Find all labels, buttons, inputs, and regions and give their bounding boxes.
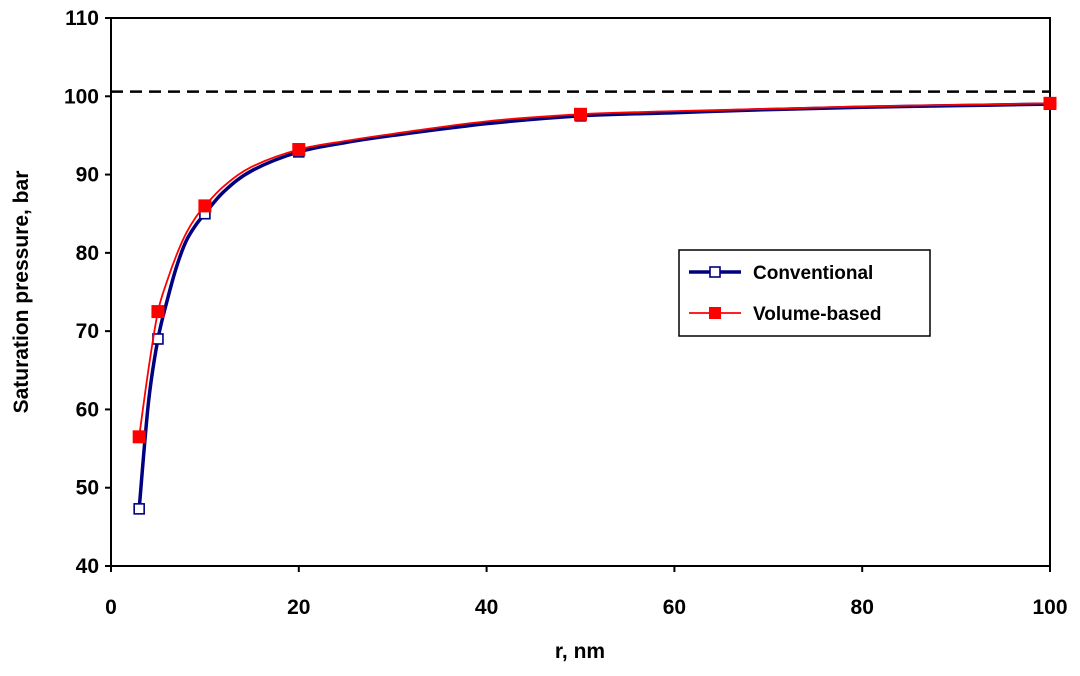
data-point bbox=[574, 107, 587, 121]
x-tick-label: 60 bbox=[663, 596, 686, 619]
series-layer bbox=[132, 96, 1057, 515]
tick-layer: 40 50 60 70 80 90 100 110 0 20 40 60 80 100 bbox=[64, 7, 1068, 619]
y-tick-label: 90 bbox=[76, 164, 99, 187]
y-tick-label: 50 bbox=[76, 477, 99, 500]
y-tick-label: 70 bbox=[76, 320, 99, 343]
data-point bbox=[198, 199, 212, 213]
y-tick-label: 60 bbox=[76, 398, 99, 421]
y-tick-label: 80 bbox=[76, 242, 99, 265]
x-tick-label: 80 bbox=[851, 596, 874, 619]
legend-item: Conventional bbox=[689, 263, 873, 284]
data-point bbox=[1043, 96, 1057, 110]
legend-item: Volume-based bbox=[689, 304, 881, 325]
y-tick-label: 110 bbox=[65, 7, 99, 30]
legend-swatch-marker bbox=[709, 266, 721, 278]
y-tick-label: 40 bbox=[76, 555, 99, 578]
x-tick-label: 20 bbox=[287, 596, 310, 619]
legend-swatch-marker bbox=[709, 307, 721, 319]
legend-label: Conventional bbox=[753, 263, 873, 284]
x-axis-title: r, nm bbox=[555, 640, 605, 663]
data-point bbox=[151, 305, 165, 319]
y-tick-label: 100 bbox=[64, 85, 99, 108]
series-volume-based bbox=[132, 96, 1057, 444]
data-point bbox=[132, 430, 146, 444]
x-tick-label: 40 bbox=[475, 596, 498, 619]
legend: Conventional Volume-based bbox=[678, 249, 931, 337]
data-point bbox=[292, 143, 306, 157]
legend-box bbox=[678, 249, 931, 337]
data-point bbox=[133, 503, 145, 515]
legend-label: Volume-based bbox=[753, 304, 881, 325]
x-tick-label: 100 bbox=[1032, 596, 1067, 619]
y-axis-title: Saturation pressure, bar bbox=[10, 171, 33, 414]
x-tick-label: 0 bbox=[105, 596, 117, 619]
